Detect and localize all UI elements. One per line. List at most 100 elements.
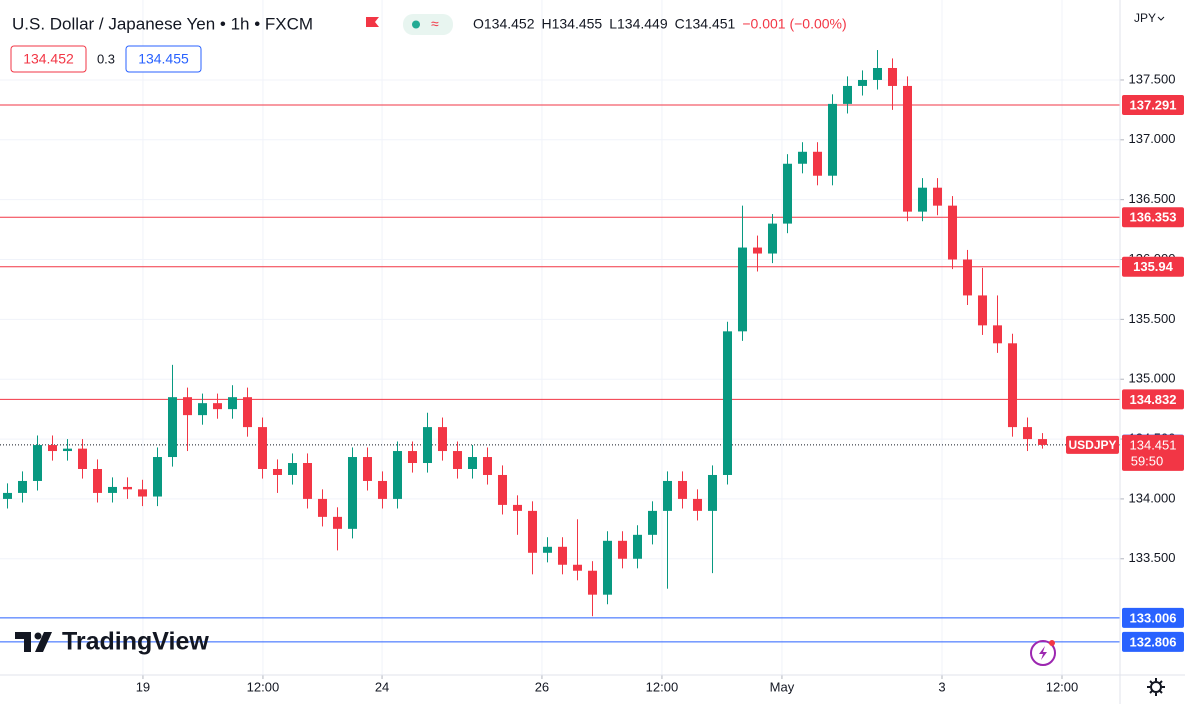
x-tick-label: 26 [535,679,549,694]
candle-body [827,103,837,176]
y-tick-label: 137.000 [1129,131,1176,146]
ohlc-value: L134.449 [609,16,668,32]
candle-body [587,570,597,595]
y-tick-label: 136.500 [1129,191,1176,206]
candle-body [332,516,342,529]
candle-body [512,504,522,511]
candle-body [977,295,987,326]
level-label-box [1122,256,1184,277]
candle-body [392,451,402,499]
level-label: 132.806 [1130,634,1177,649]
price-label: 134.451 [1130,437,1177,452]
candle-body [557,546,567,565]
candle-body [917,187,927,212]
candle-body [422,427,432,464]
ask-box[interactable] [125,45,202,73]
ohlc-value: C134.451 [675,16,736,32]
currency[interactable]: JPY [1134,11,1156,25]
alert-badge [1049,640,1055,646]
candle-body [317,498,327,517]
level-label-box [1122,631,1184,652]
settings-icon[interactable] [1147,678,1165,696]
candle-body [842,85,852,104]
ohlc-value: H134.455 [542,16,603,32]
x-tick-label: May [770,679,795,694]
candle-body [227,397,237,410]
y-tick-label: 137.500 [1129,71,1176,86]
candle-body [797,151,807,164]
y-tick-label: 133.500 [1129,550,1176,565]
x-tick-label: 24 [375,679,389,694]
countdown: 59:50 [1131,453,1164,468]
candle-body [152,457,162,497]
x-tick-label: 12:00 [247,679,280,694]
ohlc-value: −0.001 (−0.00%) [742,16,846,32]
candle-body [542,546,552,553]
candles [2,50,1047,617]
candle-body [782,163,792,224]
y-tick-label: 135.500 [1129,311,1176,326]
candle-body [272,468,282,475]
candle-body [932,187,942,206]
candle-body [92,468,102,493]
alert-icon[interactable] [1030,640,1056,666]
candle-body [482,457,492,475]
candle-body [767,223,777,254]
status-icon: ≈ [431,16,439,32]
currency-caret [1157,16,1165,21]
candle-body [437,427,447,452]
candle-body [947,205,957,260]
candle-body [1037,439,1047,445]
logo [15,632,52,652]
candle-body [452,451,462,469]
level-label-box [1122,207,1184,228]
candle-body [212,403,222,410]
candle-body [2,492,12,499]
candle-body [287,463,297,475]
candle-body [632,534,642,559]
level-label-box [1122,607,1184,628]
candle-body [992,325,1002,344]
bid-box[interactable] [10,45,87,73]
candle-body [1022,427,1032,440]
candle-body [377,480,387,499]
logo-text: TradingView [62,628,209,656]
logo-mark [35,632,52,652]
candle-body [17,480,27,493]
candle-body [347,457,357,529]
ask-price: 134.455 [138,51,189,67]
logo-dot [34,632,42,640]
flag-icon[interactable] [366,17,379,27]
x-tick-label: 12:00 [646,679,679,694]
candle-body [107,486,117,493]
candle-body [407,451,417,464]
gear [1150,681,1162,693]
symbol-box [1066,435,1119,454]
ohlc-legend: O134.452 H134.455 L134.449 C134.451 −0.001 (… [473,16,847,32]
candle-body [692,498,702,511]
x-tick-label: 12:00 [1046,679,1079,694]
logo-mark [15,632,31,652]
candle-body [167,397,177,458]
level-label: 137.291 [1130,97,1177,112]
status-pill[interactable] [403,14,453,35]
level-label: 136.353 [1130,210,1177,225]
alert-bolt [1039,646,1047,660]
candle-body [617,540,627,559]
level-label: 134.832 [1130,392,1177,407]
y-tick-label: 134.000 [1129,490,1176,505]
candle-body [737,247,747,332]
candle-body [497,474,507,505]
candle-body [362,457,372,481]
candle-body [707,474,717,511]
candle-body [902,85,912,212]
candle-body [302,463,312,499]
grid [0,0,1124,679]
candle-body [77,448,87,469]
candle-body [62,448,72,452]
candle-body [752,247,762,254]
spread: 0.3 [97,51,115,66]
gear-teeth [1147,678,1165,696]
candle-body [257,427,267,469]
